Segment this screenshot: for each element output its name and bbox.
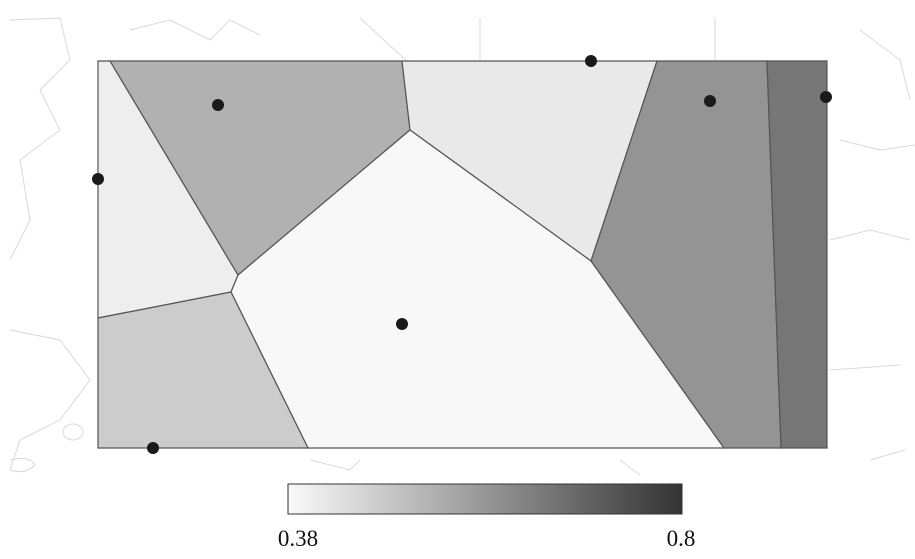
station	[585, 55, 597, 67]
station	[212, 99, 224, 111]
station	[92, 173, 104, 185]
colorbar	[287, 483, 683, 515]
colorbar-max-label: 0.8	[667, 526, 696, 551]
station	[147, 442, 159, 454]
voronoi-cells	[97, 60, 828, 449]
colorbar-min-label: 0.38	[278, 526, 318, 551]
station	[396, 318, 408, 330]
station	[704, 95, 716, 107]
basemap	[9, 17, 915, 476]
stations	[92, 55, 832, 454]
map-frame	[97, 60, 828, 449]
station	[820, 91, 832, 103]
